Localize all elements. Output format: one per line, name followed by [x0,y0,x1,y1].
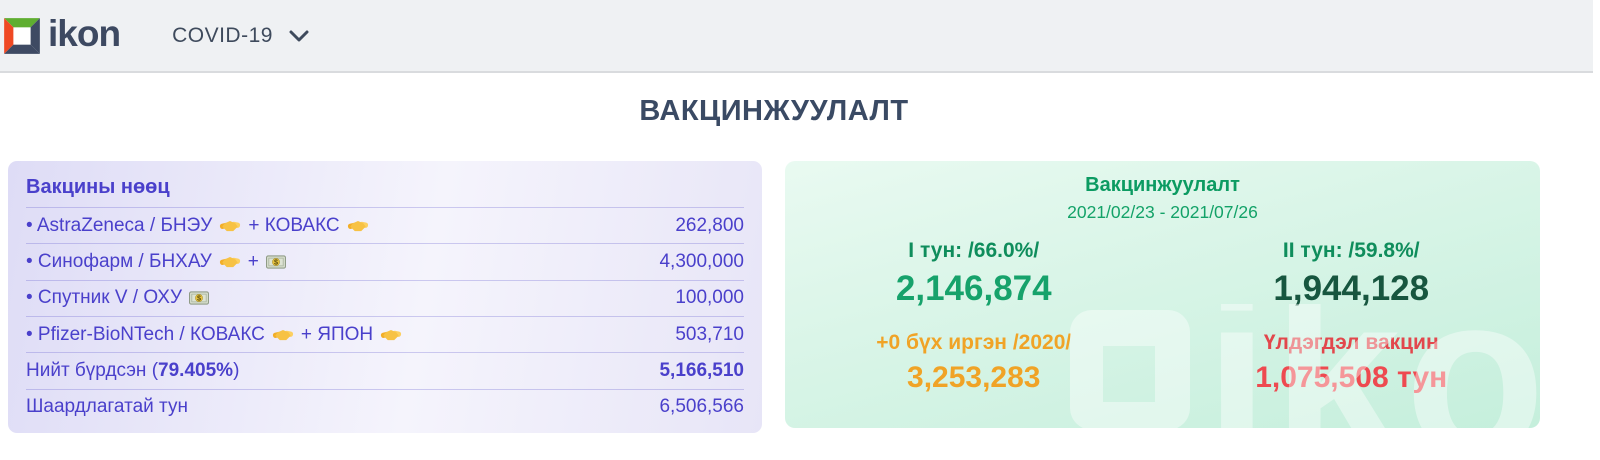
stat-value: 2,146,874 [895,269,1052,308]
row-text: • Спутник V / ОХУ [26,287,183,309]
table-row-astrazeneca: • AstraZeneca / БНЭУ + КОВАКС 262,800 [26,207,744,243]
row-text: + ЯПОН [300,323,374,345]
handshake-icon [347,221,368,232]
top-navigation-bar: ikon COVID-19 [0,0,1600,75]
row-text: Шаардлагатай тун [26,396,188,418]
vaccine-stock-panel: Вакцины нөөц • AstraZeneca / БНЭУ + КОВА… [8,161,762,433]
table-row-pfizer: • Pfizer-BioNTech / КОВАКС + ЯПОН 503,71… [26,315,744,352]
row-text: ) [233,359,240,381]
stat-dose-1: I тун: /66.0%/ 2,146,874 [785,239,1163,309]
row-value: 4,300,000 [659,250,744,272]
stat-label: +0 бүх иргэн /2020/ [876,331,1072,354]
table-row-required: Шаардлагатай тун 6,506,566 [26,388,744,425]
vaccination-title: Вакцинжуулалт [1085,174,1240,196]
stat-label: Үлдэгдэл вакцин [1263,331,1439,354]
vaccine-stock-title: Вакцины нөөц [26,175,170,198]
vaccination-panel: Вакцинжуулалт 2021/02/23 - 2021/07/26 I … [785,161,1540,428]
banknote-icon: $ [189,291,210,305]
row-label: • Pfizer-BioNTech / КОВАКС + ЯПОН [26,324,402,346]
row-label: • Синофарм / БНХАУ + $ [26,251,286,273]
brand-wordmark: ikon [48,13,121,54]
stat-all-citizens: +0 бүх иргэн /2020/ 3,253,283 [785,331,1163,395]
stat-value: 1,075,508 тун [1255,361,1448,394]
row-text: + [247,250,259,272]
covid-19-dropdown[interactable]: COVID-19 [172,24,309,48]
handshake-icon [220,221,241,232]
page-title: ВАКЦИНЖУУЛАЛТ [639,95,909,127]
row-text: • AstraZeneca / БНЭУ [26,214,213,236]
stat-label: II тун: /59.8%/ [1282,239,1420,262]
scrollbar-track[interactable] [1593,0,1600,75]
table-row-total: Нийт бүрдсэн (79.405%) 5,166,510 [26,352,744,388]
total-percent: 79.405% [158,359,234,381]
table-row-sputnik: • Спутник V / ОХУ $ 100,000 [26,279,744,316]
stat-value: 3,253,283 [907,361,1041,394]
row-value: 6,506,566 [659,396,744,418]
ikon-logo[interactable]: ikon [2,13,121,56]
vaccination-stats-grid: I тун: /66.0%/ 2,146,874 II тун: /59.8%/… [785,239,1540,395]
row-value: 503,710 [675,323,744,345]
table-row-sinopharm: • Синофарм / БНХАУ + $ 4,300,000 [26,243,744,279]
svg-text:$: $ [197,294,201,303]
row-value: 5,166,510 [659,359,744,381]
svg-text:$: $ [274,257,278,266]
row-label: • AstraZeneca / БНЭУ + КОВАКС [26,215,369,237]
row-value: 262,800 [675,214,744,236]
ikon-logo-icon [4,17,40,54]
row-text: Нийт бүрдсэн ( [26,359,159,381]
handshake-icon [219,257,240,268]
handshake-icon [272,330,294,341]
stat-remaining-vaccine: Үлдэгдэл вакцин 1,075,508 тун [1163,331,1541,395]
row-text: • Синофарм / БНХАУ [26,250,212,272]
row-text: + КОВАКС [248,214,340,236]
banknote-icon: $ [265,255,286,269]
handshake-icon [381,330,402,341]
vaccination-date-range: 2021/02/23 - 2021/07/26 [1067,202,1258,222]
dashboard-content: Вакцины нөөц • AstraZeneca / БНЭУ + КОВА… [8,161,1540,433]
stat-label: I тун: /66.0%/ [908,239,1040,262]
covid-19-dropdown-label: COVID-19 [172,23,273,47]
chevron-down-icon [289,30,309,41]
stat-dose-2: II тун: /59.8%/ 1,944,128 [1163,239,1541,309]
row-label: Шаардлагатай тун [26,396,188,418]
row-text: • Pfizer-BioNTech / КОВАКС [26,323,265,345]
row-label: • Спутник V / ОХУ $ [26,287,210,309]
stat-value: 1,944,128 [1273,269,1430,308]
row-label: Нийт бүрдсэн (79.405%) [26,360,239,382]
row-value: 100,000 [675,287,744,309]
